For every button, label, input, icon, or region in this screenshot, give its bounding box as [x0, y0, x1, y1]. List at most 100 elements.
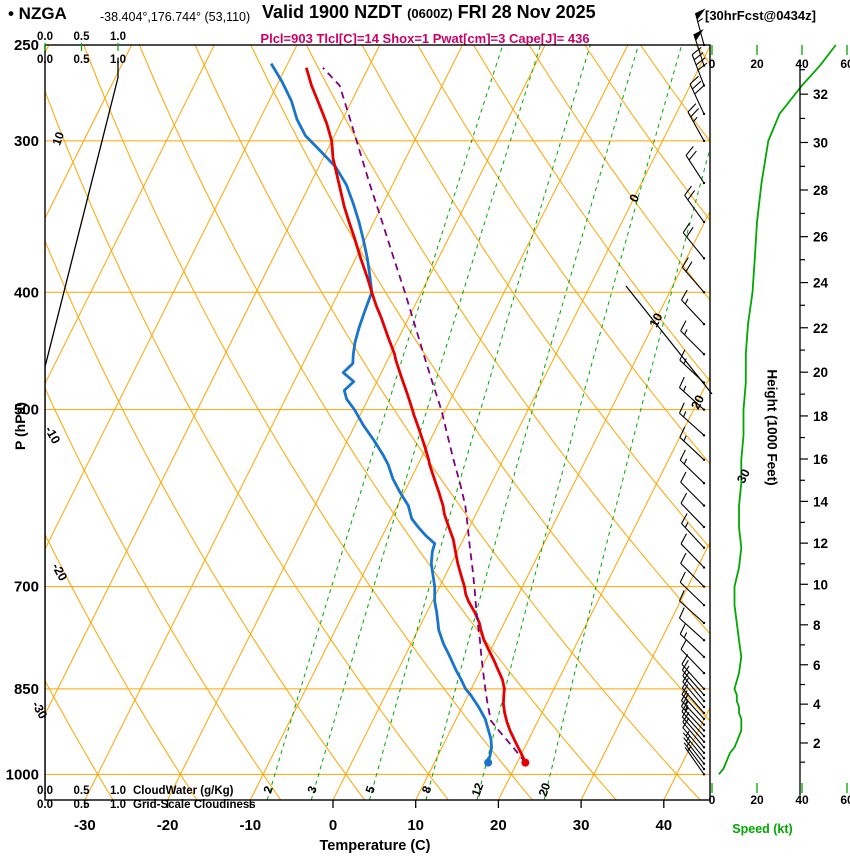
- temp-tick-label: 40: [655, 817, 672, 834]
- barb-staff: [679, 617, 705, 641]
- height-tick-label: 2: [813, 736, 821, 751]
- wind-barb: [685, 146, 706, 185]
- barb-full: [688, 150, 697, 161]
- barb-full: [679, 571, 686, 583]
- isotherm-line: [249, 45, 629, 800]
- wind-barb: [680, 552, 706, 588]
- wind-barb: [679, 571, 706, 607]
- height-tick-label: 8: [813, 618, 821, 633]
- cloudwater-scale-bottom: 1.0: [110, 785, 126, 797]
- height-tick-label: 28: [813, 183, 829, 198]
- isotherm-line: [167, 45, 546, 800]
- wind-barb: [678, 607, 706, 642]
- barb-staff: [681, 711, 705, 737]
- barb-half: [683, 632, 688, 639]
- barb-full: [678, 376, 685, 388]
- barb-full: [680, 471, 687, 483]
- speed-tick-label-top: 20: [750, 57, 764, 71]
- wind-barb: [682, 717, 706, 755]
- barb-full: [679, 349, 686, 361]
- barb-staff: [679, 581, 705, 606]
- barb-staff: [682, 721, 705, 748]
- wind-barb: [680, 638, 706, 675]
- temp-tick-label: 10: [407, 817, 424, 834]
- height-tick-label: 30: [813, 135, 828, 150]
- dry-adiabat-line: [305, 45, 710, 635]
- barb-half: [683, 458, 688, 465]
- wind-barbs: [678, 8, 708, 776]
- barb-staff: [694, 12, 705, 46]
- cloudiness-scale-bottom: 0.0: [37, 799, 53, 811]
- wind-barb: [679, 349, 706, 384]
- dry-adiabat-line: [83, 45, 533, 800]
- cloudiness-scale-bottom: 1.0: [110, 799, 126, 811]
- wind-barb: [682, 671, 706, 709]
- isotherm-line: [45, 45, 133, 220]
- barb-staff: [680, 649, 705, 674]
- barb-staff: [681, 669, 705, 696]
- temp-tick-label: -10: [239, 817, 261, 834]
- isotherm-line: [332, 45, 710, 800]
- cloudiness-profile: [45, 57, 119, 798]
- wind-barb: [680, 471, 706, 507]
- barb-full: [692, 80, 702, 90]
- mixing-ratio-label: 5: [363, 784, 379, 795]
- barb-staff: [689, 83, 705, 115]
- isotherm-label: 0: [627, 192, 643, 205]
- barb-half: [697, 18, 703, 23]
- cloudwater-scale-bottom: 0.5: [74, 785, 91, 797]
- wind-barb: [682, 222, 706, 260]
- barb-full: [694, 85, 704, 95]
- wind-barb: [681, 257, 706, 294]
- wind-barb: [681, 513, 706, 549]
- cloudwater-axis-label: CloudWater (g/Kg): [133, 785, 234, 797]
- barb-full: [681, 513, 688, 524]
- pressure-tick-label: 1000: [6, 766, 39, 783]
- barb-full: [681, 289, 688, 301]
- barb-staff: [681, 663, 705, 690]
- temp-tick-label: 20: [490, 817, 507, 834]
- mixing-ratio-line: [425, 45, 639, 800]
- dry-adiabat-line: [417, 45, 710, 465]
- barb-full: [680, 320, 687, 332]
- height-tick-label: 10: [813, 577, 828, 592]
- dry-adiabat-line: [45, 387, 282, 800]
- barb-full: [687, 103, 697, 113]
- barb-full: [682, 717, 690, 728]
- moist-adiabat-label: 10: [49, 130, 67, 148]
- barb-half: [683, 435, 687, 442]
- barb-staff: [680, 543, 705, 568]
- barb-staff: [680, 502, 705, 528]
- height-tick-label: 22: [813, 321, 828, 336]
- barb-full: [682, 665, 690, 677]
- dry-adiabat-label: -30: [29, 699, 50, 722]
- speed-tick-label-bottom: 0: [709, 793, 716, 807]
- speed-tick-label-top: 40: [795, 57, 809, 71]
- isotherm-label: 10: [647, 311, 666, 330]
- speed-tick-label-bottom: 40: [795, 793, 809, 807]
- mixing-ratio-line: [266, 45, 504, 800]
- mixing-ratio-label: 12: [469, 781, 487, 799]
- wind-barb: [678, 376, 706, 411]
- dry-adiabat-line: [473, 45, 710, 383]
- isotherm-line: [45, 45, 298, 551]
- barb-full: [678, 402, 685, 414]
- barb-full: [682, 222, 691, 233]
- barb-staff: [682, 727, 705, 754]
- cloudiness-scale-top: 1.0: [110, 54, 126, 66]
- dry-adiabat-line: [45, 533, 198, 800]
- barb-full: [681, 257, 689, 268]
- pressure-tick-label: 700: [14, 579, 39, 596]
- wind-barb: [684, 185, 706, 224]
- dry-adiabat-line: [45, 679, 114, 800]
- pressure-tick-label: 500: [14, 402, 39, 419]
- barb-staff: [681, 523, 705, 549]
- temperature-curve: [304, 67, 527, 764]
- barb-staff: [680, 562, 705, 588]
- speed-tick-label-bottom: 20: [750, 793, 764, 807]
- cloudiness-scale-top: 0.5: [74, 54, 91, 66]
- barb-full: [697, 62, 708, 71]
- temperature-axis-label: Temperature (C): [319, 838, 431, 854]
